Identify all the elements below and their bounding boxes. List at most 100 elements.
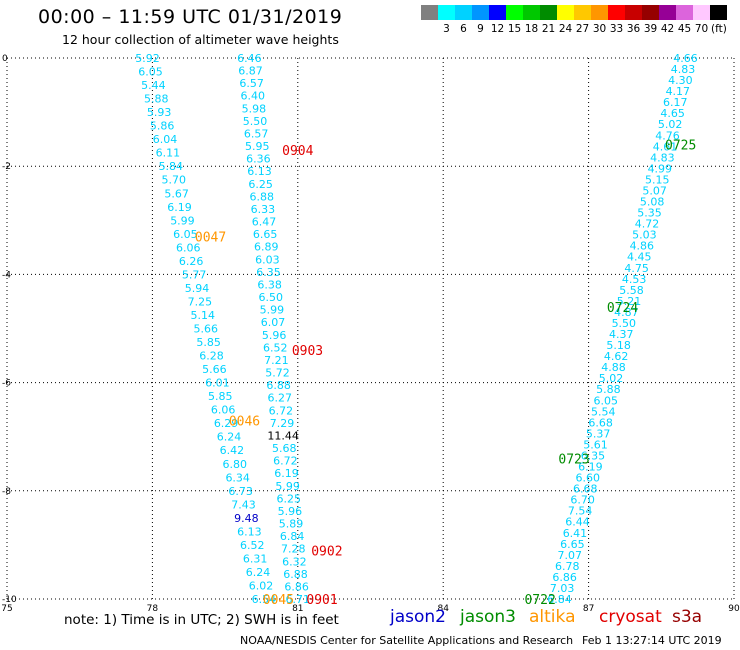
wave-height-point: 7.28: [281, 543, 306, 556]
x-tick-label: 84: [437, 604, 449, 614]
legend-label: 6: [460, 23, 467, 35]
legend-label: 3: [443, 23, 450, 35]
wave-height-point: 6.52: [240, 539, 265, 552]
wave-height-point: 6.73: [228, 485, 253, 498]
wave-height-point: 6.19: [274, 467, 299, 480]
wave-height-point: 6.13: [247, 165, 272, 178]
wave-height-point: 6.05: [138, 66, 163, 79]
wave-height-point: 5.96: [262, 329, 287, 342]
satellite-altika: altika: [529, 607, 576, 627]
wave-height-point: 6.27: [268, 392, 293, 405]
wave-height-point: 5.03: [632, 229, 657, 242]
wave-height-point: 6.72: [269, 404, 294, 417]
chart-subtitle: 12 hour collection of altimeter wave hei…: [62, 32, 339, 47]
wave-height-point: 5.88: [144, 93, 169, 106]
wave-height-point: 6.89: [254, 241, 279, 254]
wave-height-point: 6.33: [251, 203, 276, 216]
wave-height-point: 6.86: [552, 571, 577, 584]
wave-height-point: 6.50: [258, 291, 283, 304]
wave-height-point: 6.35: [581, 449, 606, 462]
legend-label: 45: [677, 23, 692, 35]
legend-label: 36: [626, 23, 641, 35]
wave-height-point: 5.92: [135, 52, 160, 65]
wave-height-point: 4.86: [630, 240, 655, 253]
wave-height-point: 6.88: [266, 379, 291, 392]
wave-height-point: 6.57: [244, 127, 269, 140]
wave-height-point: 6.05: [594, 394, 619, 407]
wave-height-point: 5.98: [242, 102, 267, 115]
wave-height-point: 5.85: [208, 390, 233, 403]
wave-height-point: 6.35: [256, 266, 281, 279]
chart-title: 00:00 – 11:59 UTC 01/31/2019: [38, 6, 343, 28]
wave-height-point: 7.43: [231, 498, 256, 511]
wave-height-point: 6.71: [286, 593, 311, 606]
wave-height-point: 5.18: [606, 339, 631, 352]
wave-height-point: 6.78: [555, 560, 580, 573]
wave-height-point: 6.46: [237, 52, 262, 65]
wave-height-point: 5.37: [586, 427, 611, 440]
legend-label: 70: [694, 23, 709, 35]
wave-height-point: 5.84: [159, 160, 184, 173]
wave-height-point: 5.99: [170, 214, 195, 227]
wave-height-point: 4.45: [627, 251, 652, 264]
wave-height-point: 6.36: [246, 153, 271, 166]
wave-height-point: 6.68: [588, 416, 613, 429]
wave-height-point: 5.02: [599, 372, 624, 385]
legend-label: 30: [592, 23, 607, 35]
wave-height-point: 5.54: [591, 405, 616, 418]
wave-height-point: 5.96: [278, 505, 303, 518]
wave-height-point: 7.25: [188, 295, 213, 308]
wave-height-point: 5.08: [640, 196, 665, 209]
legend-swatch: [574, 5, 591, 20]
wave-height-point: 4.65: [660, 107, 685, 120]
wave-height-point: 6.31: [243, 552, 268, 565]
x-tick-label: 87: [583, 604, 594, 614]
wave-height-point: 4.53: [622, 273, 647, 286]
wave-height-point: 6.29: [214, 417, 239, 430]
wave-height-point: 5.58: [619, 284, 644, 297]
legend-swatch: [421, 5, 438, 20]
wave-height-point: 6.03: [255, 253, 280, 266]
wave-height-point: 6.57: [239, 77, 264, 90]
pass-time-label: 0045: [263, 593, 294, 608]
x-tick-label: 90: [728, 604, 740, 614]
wave-height-point: 11.44: [267, 429, 299, 442]
wave-height-point: 7.07: [558, 549, 583, 562]
legend-label: 24: [558, 23, 573, 35]
wave-height-point: 5.86: [150, 120, 175, 133]
legend-swatch: [523, 5, 540, 20]
wave-height-point: 6.06: [176, 241, 201, 254]
credit-line: NOAA/NESDIS Center for Satellite Applica…: [240, 634, 574, 647]
pass-time-label: 0723: [558, 452, 589, 467]
y-tick-label: -4: [2, 270, 11, 280]
y-tick-label: -10: [2, 595, 17, 605]
wave-height-point: 6.68: [573, 483, 598, 496]
wave-height-point: 6.47: [252, 216, 277, 229]
wave-height-point: 6.52: [263, 341, 288, 354]
pass-time-label: 0904: [282, 144, 313, 159]
wave-height-point: 6.65: [560, 538, 585, 551]
wave-height-point: 6.80: [223, 458, 248, 471]
wave-height-point: 4.99: [648, 162, 673, 175]
y-tick-label: -2: [2, 162, 11, 172]
legend-swatch: [710, 5, 727, 20]
satellite-cryosat: cryosat: [599, 607, 662, 627]
wave-height-point: 5.72: [265, 367, 290, 380]
y-tick-label: -8: [2, 487, 11, 497]
wave-height-point: 5.02: [658, 118, 683, 131]
pass-time-label: 0724: [607, 301, 638, 316]
wave-height-point: 6.06: [211, 404, 236, 417]
satellite-s3a: s3a: [672, 607, 703, 627]
wave-height-point: 6.87: [238, 65, 263, 78]
legend-label: 15: [507, 23, 522, 35]
wave-height-point: 6.32: [282, 555, 307, 568]
wave-height-point: 6.70: [570, 494, 595, 507]
wave-height-point: 4.61: [653, 140, 678, 153]
wave-height-point: 5.85: [196, 336, 221, 349]
satellite-jason3: jason3: [460, 607, 516, 627]
legend-swatch: [642, 5, 659, 20]
wave-height-point: 6.86: [284, 580, 309, 593]
wave-height-point: 6.13: [237, 525, 262, 538]
wave-height-point: 6.60: [576, 472, 601, 485]
